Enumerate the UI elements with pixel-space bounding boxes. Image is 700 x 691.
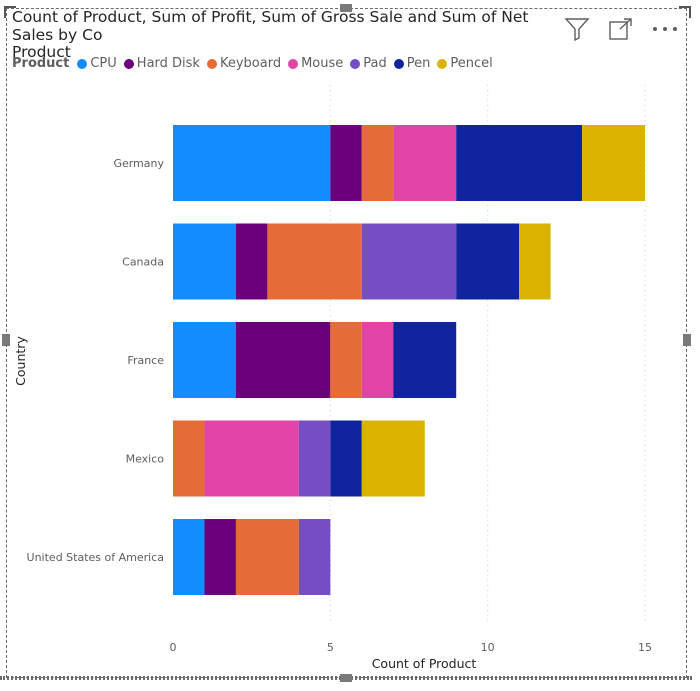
legend-label: Pencel [450,56,493,71]
bar-segment[interactable] [519,223,551,300]
y-tick-label: Canada [122,256,164,269]
resize-corner-top-left[interactable] [4,6,16,18]
bar-segment[interactable] [204,420,299,497]
bar-segment[interactable] [456,125,583,201]
y-axis-title: Country [13,336,28,386]
bar-segment[interactable] [173,125,331,201]
legend-marker [288,58,299,69]
legend-item-pad[interactable]: Pad [350,56,387,71]
resize-handle-top[interactable] [340,4,352,12]
bar-segment[interactable] [361,223,457,300]
y-tick-label: Germany [113,157,164,170]
bar-segment[interactable] [361,322,394,398]
legend-label: Keyboard [219,56,282,71]
bar-segment[interactable] [235,223,268,300]
legend-label: Mouse [301,56,344,71]
bar-segment[interactable] [393,322,457,398]
legend-marker [437,58,448,69]
bar-segment[interactable] [582,125,645,201]
x-tick-label: 10 [481,641,495,654]
more-options-icon[interactable] [652,16,678,42]
legend-title: Product [12,56,70,71]
x-tick-label: 15 [638,641,652,654]
legend-label: Hard Disk [136,56,200,71]
bar-segment[interactable] [235,519,299,595]
bar-segment[interactable] [204,519,236,595]
bar-segment[interactable] [173,519,205,595]
bar-segment[interactable] [173,223,236,300]
bar-segment[interactable] [235,322,331,398]
y-tick-label: United States of America [27,551,164,564]
legend-label: CPU [90,56,117,71]
legend-marker [77,58,88,69]
chart-title-line-1: Count of Product, Sum of Profit, Sum of … [12,8,529,44]
bar-segment[interactable] [330,322,362,398]
legend-item-hard-disk[interactable]: Hard Disk [123,56,200,71]
legend-marker [350,58,361,69]
visual-header-icons [564,16,678,42]
resize-handle-bottom[interactable] [340,674,352,682]
legend-marker [393,58,404,69]
bar-segment[interactable] [173,322,236,398]
legend-marker [206,58,217,69]
legend-item-cpu[interactable]: CPU [77,56,117,71]
bar-segment[interactable] [267,223,362,300]
filter-icon[interactable] [564,16,590,42]
legend-item-pen[interactable]: Pen [393,56,431,71]
bar-segment[interactable] [361,420,425,497]
chart-legend: Product CPU Hard Disk Keyboard Mouse Pad Pen P… [12,56,500,71]
bar-segment[interactable] [456,223,520,300]
bar-segment[interactable] [393,125,457,201]
resize-handle-right[interactable] [683,334,691,346]
resize-handle-left[interactable] [2,334,10,346]
x-axis-title: Count of Product [372,656,477,671]
y-tick-label: Mexico [126,453,165,466]
legend-item-pencel[interactable]: Pencel [437,56,493,71]
bar-segment[interactable] [298,420,331,497]
bar-segment[interactable] [173,420,205,497]
resize-corner-top-right[interactable] [679,6,691,18]
legend-items: CPU Hard Disk Keyboard Mouse Pad Pen Pencel [77,56,499,71]
y-tick-label: France [127,354,164,367]
chart-title: Count of Product, Sum of Profit, Sum of … [12,8,572,62]
legend-label: Pen [406,56,431,71]
focus-mode-icon[interactable] [608,16,634,42]
bar-segment[interactable] [330,420,362,497]
x-tick-label: 0 [170,641,177,654]
legend-label: Pad [363,56,387,71]
bar-segment[interactable] [361,125,394,201]
legend-item-keyboard[interactable]: Keyboard [206,56,282,71]
x-tick-label: 5 [327,641,334,654]
chart-title-line-2: Product [12,43,71,61]
bar-segment[interactable] [298,519,331,595]
legend-item-mouse[interactable]: Mouse [288,56,343,71]
legend-marker [123,58,134,69]
bar-segment[interactable] [330,125,362,201]
